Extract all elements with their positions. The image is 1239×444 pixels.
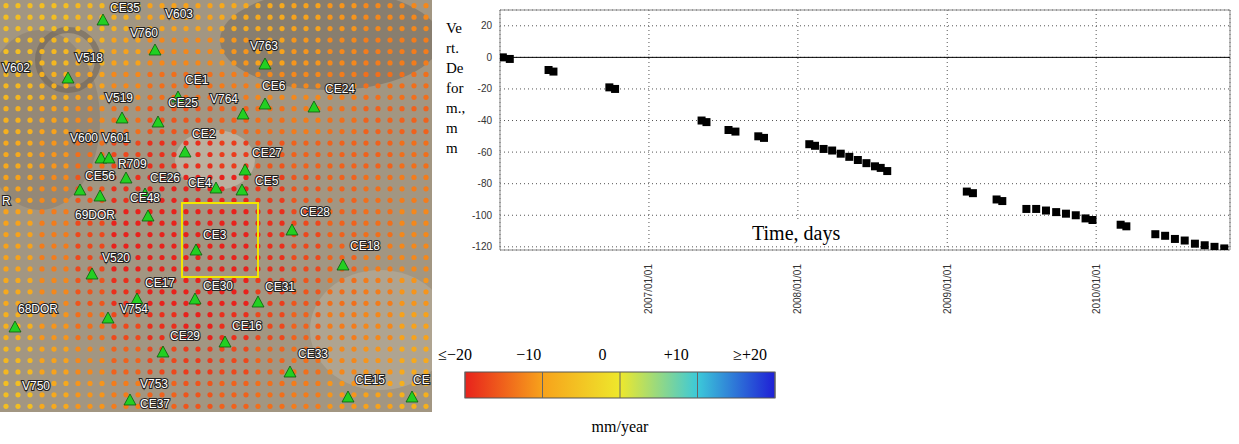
svg-text:2010/01/01: 2010/01/01 [1091,264,1102,314]
svg-text:CE33: CE33 [298,347,328,361]
svg-text:V520: V520 [102,251,130,265]
html-text:Vert. Deform., mm: Vert. Deform., mm [446,20,466,156]
svg-text:CE2: CE2 [192,127,216,141]
svg-text:2007/01/01: 2007/01/01 [643,264,654,314]
svg-text:CE4: CE4 [188,176,212,190]
svg-text:+10: +10 [664,346,689,363]
svg-text:-40: -40 [478,115,493,126]
svg-text:V753: V753 [140,377,168,391]
svg-text:CE17: CE17 [145,276,175,290]
svg-text:V602: V602 [2,61,30,75]
svg-text:0: 0 [599,346,607,363]
svg-text:V750: V750 [22,379,50,393]
svg-text:-60: -60 [478,147,493,158]
svg-text:-100: -100 [472,210,492,221]
svg-text:CE16: CE16 [232,319,262,333]
svg-text:V760: V760 [130,26,158,40]
svg-text:CE28: CE28 [300,205,330,219]
svg-text:V519: V519 [105,91,133,105]
svg-text:≤−20: ≤−20 [438,346,472,363]
svg-text:V518: V518 [75,51,103,65]
svg-text:-20: -20 [478,83,493,94]
svg-text:CE27: CE27 [252,146,282,160]
svg-text:V754: V754 [120,302,148,316]
svg-text:CE31: CE31 [265,280,295,294]
svg-text:0: 0 [486,52,492,63]
svg-text:CE3: CE3 [203,228,227,242]
svg-text:CE18: CE18 [350,239,380,253]
svg-text:CE1: CE1 [185,73,209,87]
svg-text:68DOR: 68DOR [18,302,58,316]
svg-text:CE24: CE24 [325,82,355,96]
svg-text:-120: -120 [472,241,492,252]
svg-text:V603: V603 [165,7,193,21]
svg-text:V763: V763 [250,39,278,53]
svg-text:CE48: CE48 [130,191,160,205]
svg-text:−10: −10 [516,346,541,363]
svg-text:R709: R709 [118,157,147,171]
svg-text:CE35: CE35 [110,1,140,15]
svg-text:CE5: CE5 [255,174,279,188]
svg-text:CE26: CE26 [150,171,180,185]
svg-text:CE25: CE25 [168,96,198,110]
svg-text:CE6: CE6 [262,79,286,93]
svg-text:2008/01/01: 2008/01/01 [792,264,803,314]
svg-text:CE: CE [413,373,430,387]
svg-text:-80: -80 [478,178,493,189]
svg-text:R: R [2,194,11,208]
svg-text:CE30: CE30 [203,279,233,293]
svg-text:69DOR: 69DOR [75,208,115,222]
html-text:Time, days: Time, days [752,222,841,244]
svg-text:2009/01/01: 2009/01/01 [942,264,953,314]
svg-text:V601: V601 [102,131,130,145]
svg-text:20: 20 [481,20,493,31]
svg-text:≥+20: ≥+20 [733,346,767,363]
svg-text:CE15: CE15 [355,373,385,387]
svg-text:V600: V600 [70,131,98,145]
svg-text:V764: V764 [210,92,238,106]
svg-text:CE29: CE29 [170,329,200,343]
svg-text:CE37: CE37 [140,397,170,411]
svg-text:mm/year: mm/year [592,418,650,436]
svg-text:CE56: CE56 [85,169,115,183]
